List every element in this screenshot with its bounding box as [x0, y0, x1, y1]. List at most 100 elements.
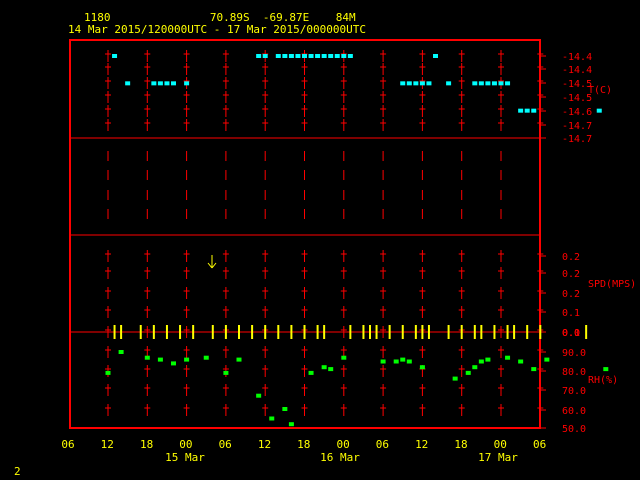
temp-point	[446, 81, 452, 86]
temp-point	[505, 81, 511, 86]
plot-frame	[69, 39, 541, 429]
spd-marker	[506, 325, 509, 339]
rh-point	[603, 367, 609, 372]
x-hour-label: 18	[297, 438, 310, 451]
rh-point	[419, 365, 425, 370]
spd-marker	[585, 325, 588, 339]
spd-marker	[349, 325, 352, 339]
header-station-line: 1180 70.89S -69.87E 84M	[84, 12, 356, 24]
rh-panel-label: RH(%)	[588, 375, 618, 386]
rh-point	[171, 361, 176, 366]
x-hour-label: 06	[533, 438, 546, 451]
spd-marker	[290, 325, 293, 339]
temp-tick-label: -14.5	[562, 93, 592, 104]
rh-point	[406, 359, 412, 364]
rh-point	[400, 357, 406, 362]
temp-point	[288, 54, 294, 58]
spd-marker	[460, 325, 463, 339]
temp-tick-label: -14.5	[562, 79, 592, 90]
temp-tick-label: -14.6	[562, 107, 592, 118]
spd-marker	[369, 325, 371, 339]
temp-point	[531, 108, 537, 113]
rh-point	[472, 365, 478, 370]
spd-marker	[427, 325, 430, 339]
x-date-label: 17 Mar	[478, 451, 518, 464]
latitude: 70.89S	[209, 11, 250, 24]
rh-tick-label: 50.0	[562, 424, 586, 435]
wind-arrow	[211, 262, 217, 269]
spd-marker	[414, 325, 417, 339]
rh-point	[105, 370, 111, 375]
temp-point	[478, 81, 484, 86]
temp-point	[315, 54, 321, 58]
spd-marker	[362, 325, 365, 339]
rh-tick-label: 70.0	[562, 386, 586, 397]
spd-tick-label: 0.0	[562, 328, 580, 339]
rh-point	[256, 393, 262, 398]
rh-point	[118, 350, 124, 354]
longitude: -69.87E	[262, 11, 310, 24]
x-date-label: 16 Mar	[320, 451, 360, 464]
x-hour-label: 18	[140, 438, 153, 451]
rh-point	[505, 355, 511, 360]
spd-marker	[526, 325, 529, 339]
rh-tick-label: 60.0	[562, 406, 586, 417]
spd-tick-label: 0.2	[562, 252, 580, 263]
rh-point	[308, 370, 314, 375]
temp-point	[112, 54, 118, 58]
rh-point	[288, 422, 294, 427]
spd-marker	[447, 325, 450, 339]
spd-marker	[513, 325, 516, 339]
temp-point	[400, 81, 406, 86]
spd-marker	[238, 325, 240, 339]
temp-point	[151, 81, 157, 86]
elevation: 84M	[335, 11, 356, 24]
temp-point	[413, 81, 419, 86]
temp-point	[498, 81, 504, 86]
temp-point	[184, 81, 190, 86]
temp-point	[524, 108, 530, 113]
x-hour-label: 12	[258, 438, 271, 451]
spd-marker	[401, 325, 404, 339]
x-hour-label: 18	[454, 438, 467, 451]
spd-marker	[179, 325, 182, 339]
temp-tick-label: -14.4	[562, 52, 592, 63]
temp-point	[328, 54, 334, 58]
rh-tick-label: 80.0	[562, 367, 586, 378]
rh-point	[321, 365, 327, 370]
spd-marker	[139, 325, 142, 339]
spd-tick-label: 0.2	[562, 269, 580, 280]
temp-point	[256, 54, 262, 58]
x-hour-label: 06	[219, 438, 232, 451]
spd-marker	[120, 325, 123, 339]
spd-marker	[192, 325, 195, 339]
temp-point	[282, 54, 288, 58]
spd-marker	[421, 325, 424, 339]
spd-marker	[113, 325, 116, 339]
temp-point	[341, 54, 347, 58]
spd-marker	[323, 325, 326, 339]
temp-point	[157, 81, 163, 86]
rh-point	[223, 370, 229, 375]
station-id: 1180	[84, 11, 111, 24]
rh-point	[328, 367, 334, 372]
x-hour-label: 06	[376, 438, 389, 451]
rh-point	[478, 359, 484, 364]
rh-point	[531, 367, 537, 372]
rh-point	[203, 355, 209, 360]
x-hour-label: 06	[61, 438, 74, 451]
temp-point	[596, 108, 602, 113]
temp-point	[485, 81, 491, 86]
temp-tick-label: -14.4	[562, 65, 592, 76]
rh-point	[465, 370, 471, 375]
spd-marker	[473, 325, 476, 339]
temp-point	[295, 54, 301, 58]
spd-tick-label: 0.1	[562, 308, 580, 319]
spd-marker	[375, 325, 378, 339]
spd-marker	[152, 325, 155, 339]
temp-point	[321, 54, 327, 58]
x-hour-label: 12	[415, 438, 428, 451]
spd-tick-label: 0.2	[562, 289, 580, 300]
x-hour-label: 00	[494, 438, 507, 451]
page-number: 2	[14, 465, 21, 478]
